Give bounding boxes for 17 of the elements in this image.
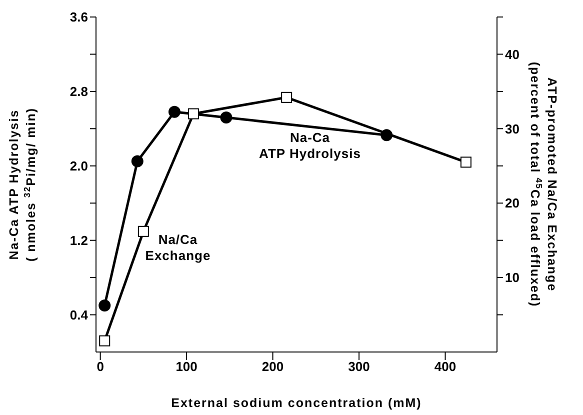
x-axis-title: External sodium concentration (mM) [171,396,422,410]
y-tick-label: 3.6 [70,10,88,25]
y-tick-label: 2.0 [70,158,88,174]
y2-tick-label: 10 [505,270,520,286]
y-tick-label: 2.8 [70,84,88,100]
x-tick-label: 400 [434,359,456,374]
annotation: Na/Ca Exchange [145,232,211,263]
x-tick-label: 100 [176,359,198,374]
y2-tick-label: 30 [505,121,520,136]
y2-tick-label: 20 [505,196,520,211]
x-tick-label: 200 [262,359,284,374]
y-tick-label: 1.2 [70,232,88,248]
annotation: Na-Ca ATP Hydrolysis [259,130,361,161]
x-tick-label: 0 [96,359,104,374]
x-tick-label: 300 [348,359,370,374]
y2-tick-label: 40 [505,46,520,62]
y-tick-label: 0.4 [70,307,89,322]
